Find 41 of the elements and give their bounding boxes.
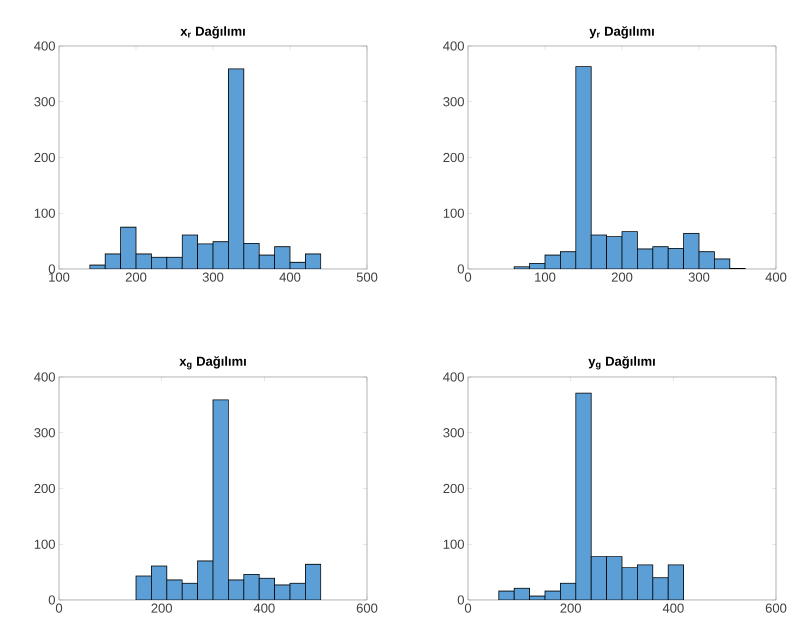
y-tick-label: 100 (34, 540, 55, 549)
x-tick-label: 200 (612, 272, 632, 282)
chart-title: y$_{r}$ Dağılımı (589, 26, 654, 38)
y-tick-label: 400 (443, 372, 464, 382)
x-tick-label: 0 (464, 604, 472, 613)
y-tick-label: 100 (444, 540, 464, 549)
chart-title: x$_{g}$ Dağılımı (179, 356, 246, 370)
y-tick-label: 300 (443, 97, 464, 106)
x-tick-label: 300 (202, 272, 224, 282)
x-tick-label: 400 (279, 272, 300, 282)
x-tick-label: 500 (356, 272, 378, 282)
y-tick-label: 0 (458, 595, 464, 605)
y-tick-label: 0 (48, 595, 55, 605)
x-tick-label: 600 (356, 604, 378, 613)
y-tick-label: 300 (34, 97, 55, 106)
y-tick-label: 100 (444, 208, 464, 218)
y-tick-label: 0 (48, 264, 55, 274)
y-tick-label: 200 (443, 484, 464, 494)
y-tick-label: 400 (443, 41, 464, 51)
x-tick-label: 200 (560, 604, 582, 613)
x-tick-label: 100 (535, 272, 556, 282)
y-tick-label: 300 (34, 428, 55, 438)
x-tick-label: 200 (126, 272, 146, 282)
y-tick-label: 400 (34, 41, 55, 51)
y-tick-label: 300 (443, 428, 464, 438)
y-tick-label: 0 (458, 264, 464, 274)
x-tick-label: 400 (662, 604, 684, 613)
y-tick-label: 200 (443, 152, 464, 162)
y-tick-label: 200 (34, 152, 55, 162)
chart-title: y$_{g}$ Dağılımı (588, 356, 655, 370)
x-tick-label: 400 (254, 604, 275, 613)
x-tick-label: 200 (151, 604, 172, 613)
x-tick-label: 0 (56, 604, 62, 613)
y-tick-label: 400 (34, 372, 55, 382)
x-tick-label: 0 (464, 272, 472, 282)
x-tick-label: 300 (688, 272, 710, 282)
y-tick-label: 200 (34, 484, 55, 494)
chart-title: x$_{r}$ Dağılımı (180, 26, 245, 38)
x-tick-label: 600 (766, 604, 786, 613)
y-tick-label: 100 (34, 208, 55, 218)
x-tick-label: 400 (765, 272, 786, 282)
